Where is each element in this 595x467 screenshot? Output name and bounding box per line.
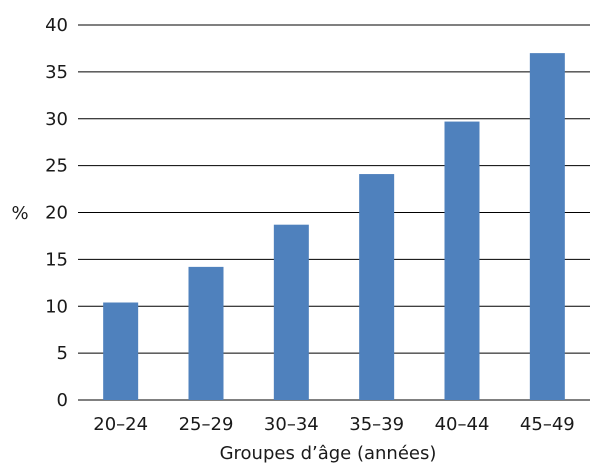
y-axis-tick-labels: 0 5 10 15 20 25 30 35 40: [45, 15, 68, 411]
y-tick-label: 35: [45, 62, 68, 83]
y-tick-label: 40: [45, 15, 68, 36]
bar: [103, 302, 139, 400]
grid-lines: [78, 24, 590, 401]
x-tick-label: 20–24: [93, 414, 148, 435]
y-tick-label: 25: [45, 156, 68, 177]
y-tick-label: 0: [57, 390, 68, 411]
bar: [273, 224, 309, 400]
x-axis-tick-labels: 20–24 25–29 30–34 35–39 40–44 45–49: [93, 414, 574, 435]
y-axis-label: %: [11, 203, 28, 224]
x-tick-label: 40–44: [435, 414, 490, 435]
y-tick-label: 15: [45, 249, 68, 270]
x-tick-label: 35–39: [349, 414, 404, 435]
x-tick-label: 25–29: [179, 414, 234, 435]
y-tick-label: 10: [45, 296, 68, 317]
y-tick-label: 30: [45, 109, 68, 130]
y-tick-label: 20: [45, 203, 68, 224]
bar: [444, 121, 480, 400]
x-tick-label: 30–34: [264, 414, 319, 435]
x-tick-label: 45–49: [520, 414, 575, 435]
bar: [359, 174, 395, 400]
x-axis-title: Groupes d’âge (années): [220, 443, 437, 464]
y-tick-label: 5: [57, 343, 68, 364]
bar: [188, 266, 224, 400]
bar: [529, 53, 565, 400]
bars: [103, 53, 565, 400]
